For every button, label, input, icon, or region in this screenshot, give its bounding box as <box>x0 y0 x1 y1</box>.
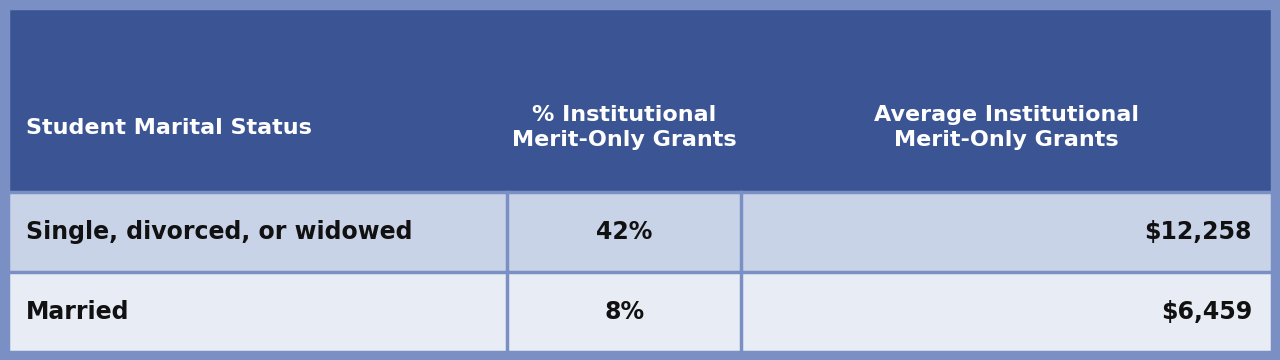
Text: 8%: 8% <box>604 300 644 324</box>
Bar <box>8 192 1272 272</box>
Bar <box>8 8 1272 192</box>
Text: Student Marital Status: Student Marital Status <box>26 118 312 138</box>
Bar <box>8 272 1272 352</box>
Text: 42%: 42% <box>596 220 653 244</box>
Text: Single, divorced, or widowed: Single, divorced, or widowed <box>26 220 412 244</box>
Text: Average Institutional
Merit-Only Grants: Average Institutional Merit-Only Grants <box>874 105 1139 150</box>
Text: $6,459: $6,459 <box>1161 300 1252 324</box>
Text: $12,258: $12,258 <box>1144 220 1252 244</box>
Text: Married: Married <box>26 300 129 324</box>
Text: % Institutional
Merit-Only Grants: % Institutional Merit-Only Grants <box>512 105 736 150</box>
